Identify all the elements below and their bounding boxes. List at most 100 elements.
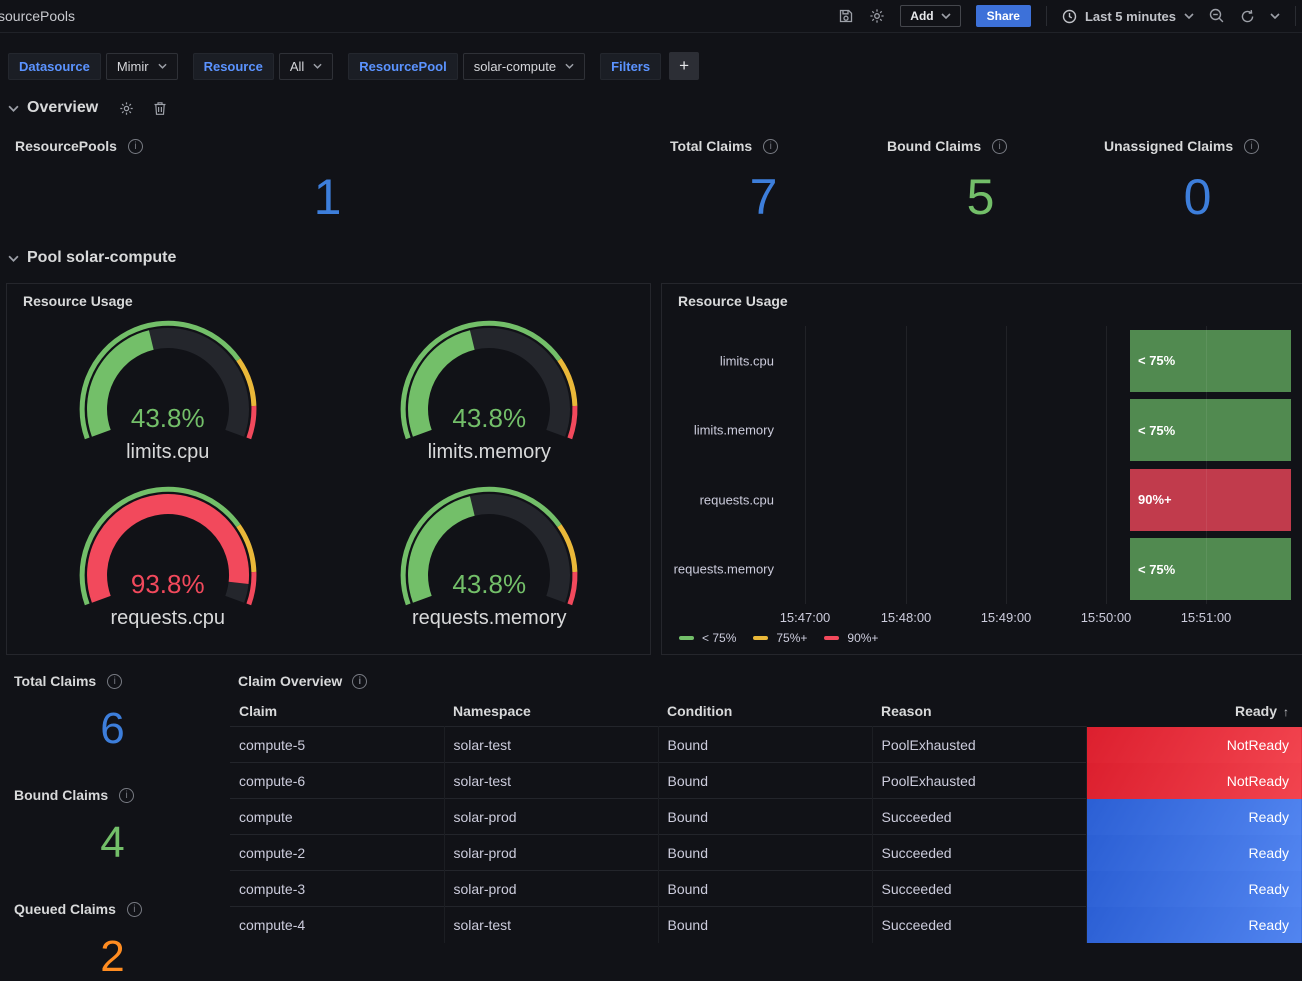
gauge-arc: 93.8%	[73, 485, 263, 609]
timeline-row-label: requests.cpu	[662, 492, 774, 507]
timeline-row-label: requests.memory	[662, 562, 774, 577]
add-panel-button[interactable]: Add	[900, 5, 960, 27]
stat-value: 5	[872, 158, 1089, 235]
info-icon[interactable]: i	[352, 674, 367, 689]
ready-status-cell: NotReady	[1086, 763, 1302, 799]
stat-value: 0	[1089, 158, 1302, 235]
table-body: compute-5solar-testBoundPoolExhaustedNot…	[230, 727, 1302, 943]
reason-cell: PoolExhausted	[872, 727, 1086, 763]
datasource-variable-value-dropdown[interactable]: Mimir	[106, 53, 178, 80]
namespace-cell: solar-prod	[444, 835, 658, 871]
legend-item-90-[interactable]: 90%+	[824, 631, 878, 645]
chevron-down-icon	[941, 13, 951, 19]
time-axis-tick: 15:48:00	[858, 610, 954, 625]
claim-cell: compute-6	[230, 763, 444, 799]
reason-cell: Succeeded	[872, 835, 1086, 871]
claim-cell: compute-2	[230, 835, 444, 871]
info-icon[interactable]: i	[763, 139, 778, 154]
legend-item--75-[interactable]: < 75%	[679, 631, 736, 645]
resource-usage-timeline-panel: Resource Usage limits.cpu< 75%limits.mem…	[661, 283, 1302, 655]
timeline-gridline	[906, 326, 907, 604]
timeline-row-label: limits.memory	[662, 423, 774, 438]
timeline-gridline	[1206, 326, 1207, 604]
gauge-label: limits.memory	[428, 441, 551, 464]
stat-panel-total-claims: Total Claimsi6	[0, 665, 225, 769]
stat-value: 1	[0, 158, 655, 235]
gauge-requests-memory: 43.8%requests.memory	[369, 485, 609, 651]
stat-panel-header: Queued Claims i	[0, 893, 225, 917]
time-axis-tick: 15:47:00	[757, 610, 853, 625]
panel-title-row: Claim Overview i	[225, 665, 1302, 698]
column-header-claim[interactable]: Claim	[230, 698, 444, 727]
legend-item-75-[interactable]: 75%+	[753, 631, 807, 645]
clock-icon	[1062, 9, 1077, 24]
row-delete-button[interactable]	[153, 101, 167, 116]
info-icon[interactable]: i	[119, 788, 134, 803]
resource-variable-value-dropdown[interactable]: All	[279, 53, 333, 80]
column-header-ready[interactable]: Ready↑	[1086, 698, 1302, 727]
filters-label[interactable]: Filters	[600, 53, 661, 80]
time-range-label: Last 5 minutes	[1085, 9, 1176, 24]
reason-cell: PoolExhausted	[872, 763, 1086, 799]
topbar-divider	[1295, 6, 1296, 26]
stat-panel-title: Bound Claims	[887, 138, 981, 154]
claim-cell: compute	[230, 799, 444, 835]
legend-swatch	[824, 636, 839, 640]
condition-cell: Bound	[658, 835, 872, 871]
claim-cell: compute-5	[230, 727, 444, 763]
time-axis-tick: 15:51:00	[1158, 610, 1254, 625]
chevron-down-icon	[565, 63, 574, 69]
column-header-condition[interactable]: Condition	[658, 698, 872, 727]
variable-resourcepool: ResourcePool solar-compute	[348, 53, 585, 80]
reason-cell: Succeeded	[872, 871, 1086, 907]
top-stats-row: ResourcePoolsi1Total Claimsi7Bound Claim…	[0, 130, 1302, 237]
column-header-reason[interactable]: Reason	[872, 698, 1086, 727]
info-icon[interactable]: i	[128, 139, 143, 154]
info-icon[interactable]: i	[107, 674, 122, 689]
datasource-variable-label[interactable]: Datasource	[8, 53, 101, 80]
resourcepool-variable-label[interactable]: ResourcePool	[348, 53, 457, 80]
refresh-interval-dropdown[interactable]	[1270, 13, 1280, 19]
timeline-row-label: limits.cpu	[662, 353, 774, 368]
gauge-limits-cpu: 43.8%limits.cpu	[48, 319, 288, 485]
table-row: computesolar-prodBoundSucceededReady	[230, 799, 1302, 835]
dashboard-settings-button[interactable]	[869, 8, 885, 24]
timeline-gridline	[805, 326, 806, 604]
row-header-overview[interactable]: Overview	[8, 99, 167, 117]
time-axis-tick: 15:50:00	[1058, 610, 1154, 625]
gauge-arc: 43.8%	[394, 485, 584, 609]
chevron-down-icon	[313, 63, 322, 69]
stat-panel-title: Bound Claims	[14, 787, 108, 803]
share-button[interactable]: Share	[976, 5, 1031, 27]
timeline-state-bar: < 75%	[1130, 330, 1291, 392]
resource-variable-label[interactable]: Resource	[193, 53, 274, 80]
chevron-down-icon	[1184, 13, 1194, 19]
zoom-out-time-button[interactable]	[1209, 8, 1225, 24]
info-icon[interactable]: i	[992, 139, 1007, 154]
stat-panel-title: Queued Claims	[14, 901, 116, 917]
column-header-namespace[interactable]: Namespace	[444, 698, 658, 727]
stat-panel-bound-claims: Bound Claims i 5	[872, 130, 1089, 237]
bottom-stats-column: Total Claimsi6Bound Claimsi4Queued Claim…	[0, 665, 225, 981]
chevron-down-icon	[1270, 13, 1280, 19]
save-dashboard-button[interactable]	[838, 8, 854, 24]
row-settings-button[interactable]	[119, 101, 134, 116]
time-range-picker[interactable]: Last 5 minutes	[1062, 9, 1194, 24]
stat-value: 6	[0, 691, 225, 767]
gauge-value: 43.8%	[73, 403, 263, 434]
info-icon[interactable]: i	[127, 902, 142, 917]
timeline-state-bar: 90%+	[1130, 469, 1291, 531]
grafana-dashboard: sourcePools Add Share Last 5 minutes	[0, 0, 1302, 981]
refresh-button[interactable]	[1240, 9, 1255, 24]
row-header-pool-solar-compute[interactable]: Pool solar-compute	[8, 249, 176, 267]
legend-label: 75%+	[776, 631, 807, 645]
add-filter-button[interactable]: +	[669, 52, 699, 80]
resourcepool-variable-value-dropdown[interactable]: solar-compute	[463, 53, 585, 80]
stat-panel-header: ResourcePoolsi	[0, 130, 655, 154]
sort-ascending-icon: ↑	[1283, 705, 1289, 719]
refresh-icon	[1240, 9, 1255, 24]
gauge-arc: 43.8%	[394, 319, 584, 443]
legend-label: < 75%	[702, 631, 736, 645]
info-icon[interactable]: i	[1244, 139, 1259, 154]
panel-title: Resource Usage	[7, 284, 650, 313]
